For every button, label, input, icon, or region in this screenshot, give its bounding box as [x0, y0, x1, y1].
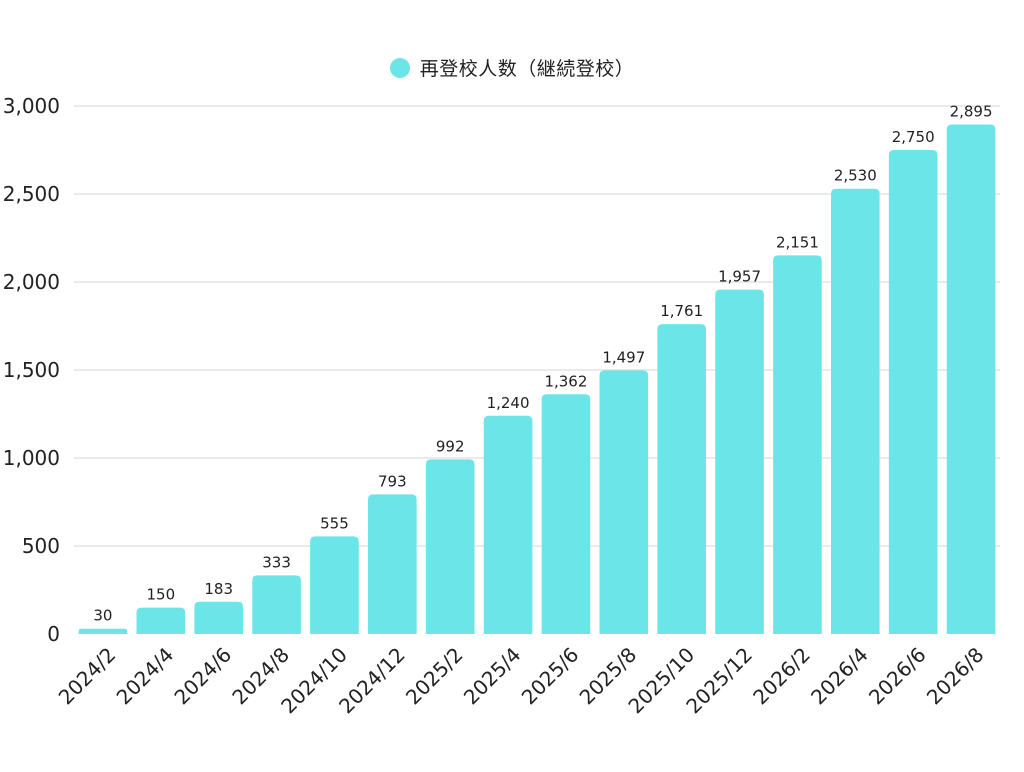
- x-tick-label: 2026/4: [806, 643, 873, 710]
- y-tick-label: 3,000: [3, 94, 60, 118]
- data-label: 992: [436, 437, 465, 455]
- data-label: 1,240: [487, 394, 530, 412]
- bar: [310, 536, 359, 634]
- x-tick-label: 2024/6: [169, 643, 236, 710]
- data-label: 1,761: [660, 302, 703, 320]
- bar: [541, 394, 591, 634]
- bar: [657, 324, 706, 634]
- bar: [252, 575, 301, 634]
- data-label: 333: [262, 553, 291, 571]
- legend: 再登校人数（継続登校）: [0, 54, 1024, 81]
- bar: [715, 289, 764, 634]
- data-label: 2,151: [776, 233, 819, 251]
- x-tick-label: 2026/2: [748, 643, 815, 710]
- x-tick-label: 2024/2: [54, 643, 121, 710]
- y-tick-label: 2,000: [3, 270, 60, 294]
- legend-label: 再登校人数（継続登校）: [419, 58, 635, 80]
- x-tick-label: 2024/4: [112, 643, 179, 710]
- y-tick-label: 0: [47, 622, 60, 646]
- bar: [368, 494, 417, 634]
- bar: [599, 370, 649, 634]
- bar: [888, 150, 938, 634]
- bar: [946, 124, 996, 634]
- y-tick-label: 2,500: [3, 182, 60, 206]
- data-label: 150: [146, 586, 175, 604]
- y-tick-label: 1,500: [3, 358, 60, 382]
- data-label: 30: [93, 607, 112, 625]
- bar: [194, 601, 243, 634]
- data-label: 2,750: [892, 128, 935, 146]
- x-tick-label: 2025/4: [459, 643, 526, 710]
- x-tick-label: 2026/8: [922, 643, 989, 710]
- x-tick-label: 2025/6: [517, 643, 584, 710]
- data-label: 2,530: [834, 167, 877, 185]
- bar: [78, 628, 128, 634]
- data-label: 1,362: [544, 372, 587, 390]
- bar: [136, 607, 186, 634]
- data-label: 793: [378, 472, 407, 490]
- data-label: 1,957: [718, 268, 761, 286]
- data-label: 183: [204, 580, 233, 598]
- legend-swatch: [389, 57, 410, 78]
- data-label: 555: [320, 514, 349, 532]
- y-tick-label: 500: [22, 534, 60, 558]
- x-tick-label: 2026/6: [864, 643, 931, 710]
- bar: [483, 415, 533, 634]
- bar: [773, 255, 822, 634]
- data-label: 2,895: [950, 102, 993, 120]
- x-tick-label: 2025/2: [401, 643, 468, 710]
- bar: [425, 459, 475, 634]
- data-label: 1,497: [602, 349, 645, 367]
- bar: [831, 188, 880, 634]
- y-tick-label: 1,000: [3, 446, 60, 470]
